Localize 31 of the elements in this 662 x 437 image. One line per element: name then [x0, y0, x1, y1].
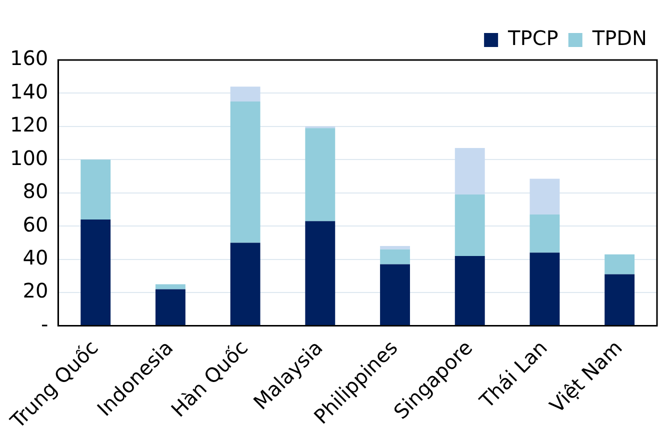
bar — [530, 214, 560, 253]
bar — [530, 178, 560, 214]
y-tick-label: 40 — [22, 246, 48, 270]
bar — [454, 148, 485, 195]
bar — [230, 242, 260, 326]
legend-label: TPDN — [591, 26, 647, 50]
bar — [80, 219, 111, 326]
y-tick-label: 80 — [22, 179, 48, 204]
bar — [380, 246, 410, 250]
y-tick-label: 160 — [10, 46, 48, 70]
y-tick-label: 140 — [10, 79, 48, 104]
bar — [305, 128, 336, 222]
bar — [604, 254, 635, 274]
bar — [230, 86, 260, 102]
bar — [305, 221, 336, 326]
y-tick-label: 100 — [10, 146, 48, 170]
y-tick-label: 120 — [10, 112, 48, 137]
bar — [454, 256, 485, 326]
bar — [454, 194, 485, 256]
y-tick-label: - — [40, 312, 48, 336]
legend-label: TPCP — [507, 26, 558, 50]
bar — [155, 284, 186, 290]
bar — [80, 160, 111, 220]
bar — [155, 289, 186, 326]
bar — [530, 252, 560, 326]
bar — [230, 102, 260, 243]
y-tick-label: 20 — [22, 278, 48, 303]
bar — [604, 274, 635, 326]
bar — [380, 264, 410, 326]
bar — [380, 249, 410, 264]
y-tick-label: 60 — [22, 212, 48, 236]
